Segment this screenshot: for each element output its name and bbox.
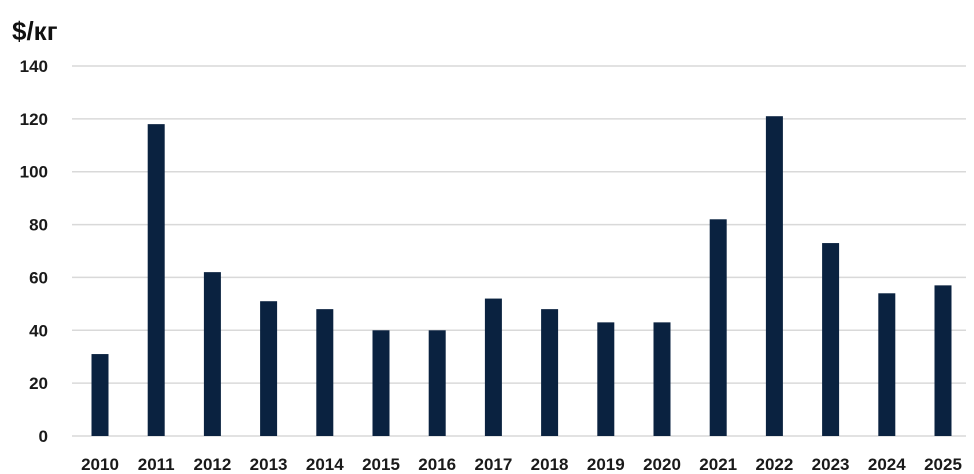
- x-tick-label: 2010: [81, 455, 119, 474]
- x-tick-label: 2022: [755, 455, 793, 474]
- bar-2018: [541, 309, 559, 436]
- x-tick-label: 2020: [643, 455, 681, 474]
- bars: [91, 116, 952, 437]
- x-tick-label: 2013: [250, 455, 288, 474]
- x-tick-label: 2024: [868, 455, 906, 474]
- bar-2019: [597, 322, 615, 436]
- y-tick-label: 0: [39, 427, 48, 446]
- x-tick-label: 2011: [138, 455, 175, 474]
- bar-2015: [372, 330, 390, 436]
- x-tick-label: 2012: [193, 455, 231, 474]
- y-axis-ticks: 0 20 40 60 80 100 120 140: [20, 57, 48, 446]
- bar-2025: [934, 285, 952, 436]
- bar-2020: [653, 322, 671, 436]
- y-tick-label: 80: [29, 216, 48, 235]
- x-tick-label: 2021: [699, 455, 737, 474]
- gridlines: [72, 65, 966, 437]
- bar-2012: [203, 272, 221, 436]
- y-tick-label: 20: [29, 374, 48, 393]
- y-tick-label: 100: [20, 163, 48, 182]
- y-tick-label: 120: [20, 110, 48, 129]
- x-tick-label: 2016: [418, 455, 456, 474]
- y-axis-unit-label: $/кг: [12, 16, 58, 46]
- bar-2011: [147, 124, 165, 436]
- y-tick-label: 140: [20, 57, 48, 76]
- x-tick-label: 2018: [531, 455, 569, 474]
- bar-2021: [709, 219, 727, 436]
- x-tick-label: 2017: [474, 455, 512, 474]
- bar-2024: [878, 293, 896, 436]
- bar-2023: [822, 243, 840, 436]
- bar-2016: [428, 330, 446, 436]
- bar-2017: [484, 298, 502, 436]
- bar-2010: [91, 354, 109, 436]
- x-tick-label: 2025: [924, 455, 962, 474]
- x-tick-label: 2019: [587, 455, 625, 474]
- y-tick-label: 40: [29, 321, 48, 340]
- bar-2013: [260, 301, 278, 436]
- y-tick-label: 60: [29, 268, 48, 287]
- x-tick-label: 2015: [362, 455, 400, 474]
- x-tick-label: 2023: [812, 455, 850, 474]
- bar-2014: [316, 309, 334, 436]
- bar-2022: [765, 116, 783, 437]
- x-axis-ticks: 2010 2011 2012 2013 2014 2015 2016 2017 2018 2019…: [81, 455, 962, 474]
- x-tick-label: 2014: [306, 455, 344, 474]
